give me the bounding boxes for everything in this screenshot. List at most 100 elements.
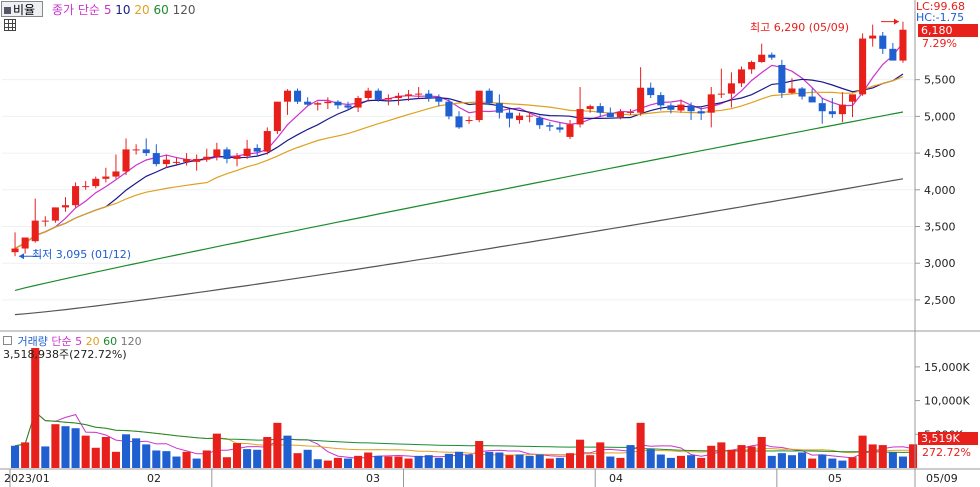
candle-body [354, 98, 362, 108]
candle-body [415, 93, 423, 95]
volume-bar [666, 457, 675, 468]
price-tick-label: 2,500 [924, 294, 956, 307]
volume-bar [21, 442, 30, 468]
volume-bar [374, 455, 383, 468]
volume-bar [848, 457, 857, 468]
candle-body [687, 105, 695, 112]
ratio-toggle-button[interactable]: 비율 [1, 1, 43, 17]
candle-body [717, 93, 725, 95]
candle-body [647, 87, 655, 96]
max-price-annotation: 최고 6,290 (05/09) [750, 21, 850, 34]
candle-body [495, 103, 503, 113]
ma5-legend: 5 [103, 3, 112, 17]
volume-bar [313, 459, 322, 468]
volume-settings-icon[interactable] [3, 336, 12, 345]
ratio-button-label: 비율 [13, 3, 36, 17]
volume-legend: 거래량 단순 5 20 60 120 [3, 333, 142, 349]
x-label-may: 05 [828, 472, 842, 485]
candle-body [838, 104, 846, 115]
ma60-line [14, 111, 904, 291]
ma10-legend: 10 [115, 3, 131, 17]
candle-body [677, 104, 685, 111]
volume-bar [51, 424, 60, 468]
ma60-legend: 60 [153, 3, 169, 17]
hc-label: HC:-1.75 [916, 11, 965, 24]
price-tick-label: 4,500 [924, 147, 956, 160]
candle-body [273, 101, 281, 132]
volume-bar [31, 348, 40, 468]
candle-body [707, 94, 715, 113]
candle-body [475, 90, 483, 121]
vol-ma5-legend: 5 [75, 335, 83, 348]
candle-body [223, 149, 231, 159]
volume-bar [687, 455, 696, 468]
volume-bar [424, 455, 433, 468]
volume-bar [202, 450, 211, 468]
ma120-line [14, 178, 904, 316]
candle-body [606, 112, 614, 118]
volume-bar [11, 445, 20, 468]
candle-body [768, 54, 776, 58]
candle-body [72, 186, 80, 206]
vol-ma60-legend: 60 [103, 335, 118, 348]
volume-bar [434, 457, 443, 468]
volume-bar [646, 449, 655, 468]
price-tick-label: 3,500 [924, 220, 956, 233]
candle-body [394, 95, 402, 99]
volume-bar [81, 435, 90, 468]
candle-body [667, 105, 675, 110]
volume-bar [798, 452, 807, 468]
candle-body [152, 153, 160, 165]
volume-bar [505, 455, 514, 468]
volume-bar [727, 449, 736, 468]
x-label-last-date: 05/09 [926, 472, 958, 485]
volume-bar [263, 436, 272, 468]
candle-body [637, 87, 645, 113]
price-ma-legend: 종가 단순 5 10 20 60 120 [52, 1, 196, 18]
candle-body [172, 161, 181, 163]
candle-body [748, 62, 756, 70]
ma120-legend: 120 [172, 3, 196, 17]
volume-bar [565, 453, 575, 468]
candle-body [526, 115, 534, 117]
x-label-feb: 02 [147, 472, 161, 485]
candle-body [586, 106, 594, 110]
price-tick-label: 3,000 [924, 257, 956, 270]
volume-bar [414, 455, 423, 468]
candle-body [92, 178, 100, 187]
candle-body [21, 237, 29, 249]
volume-bar [404, 458, 413, 468]
candle-body [879, 35, 887, 49]
last-ratio-label: 272.72% [922, 446, 971, 459]
candle-body [162, 159, 170, 165]
lc-label: LC:99.68 [916, 0, 966, 13]
volume-bar [91, 447, 100, 468]
candle-body [727, 83, 735, 94]
volume-bar [676, 455, 686, 468]
volume-bar [858, 435, 867, 468]
volume-bar [303, 449, 312, 468]
min-arrow-head [19, 253, 25, 260]
candle-body [556, 127, 564, 130]
volume-bar [71, 428, 80, 468]
volume-info: 3,518,938주(272.72%) [3, 348, 127, 361]
candle-body [61, 205, 70, 208]
volume-bar [172, 456, 181, 468]
volume-bar [121, 434, 131, 468]
volume-bar [838, 460, 847, 468]
volume-bar [333, 457, 342, 468]
volume-bar [717, 442, 726, 468]
candle-body [737, 69, 746, 84]
price-tick-label: 4,000 [924, 184, 956, 197]
volume-bar [465, 454, 474, 468]
volume-bar [535, 454, 544, 468]
candle-body [435, 98, 443, 102]
volume-bar [293, 453, 302, 468]
volume-bar [596, 442, 605, 468]
candle-body [294, 90, 302, 102]
candle-body [183, 158, 191, 162]
grid-icon[interactable] [4, 19, 16, 31]
candle-body [102, 176, 110, 179]
volume-bar [323, 460, 332, 468]
